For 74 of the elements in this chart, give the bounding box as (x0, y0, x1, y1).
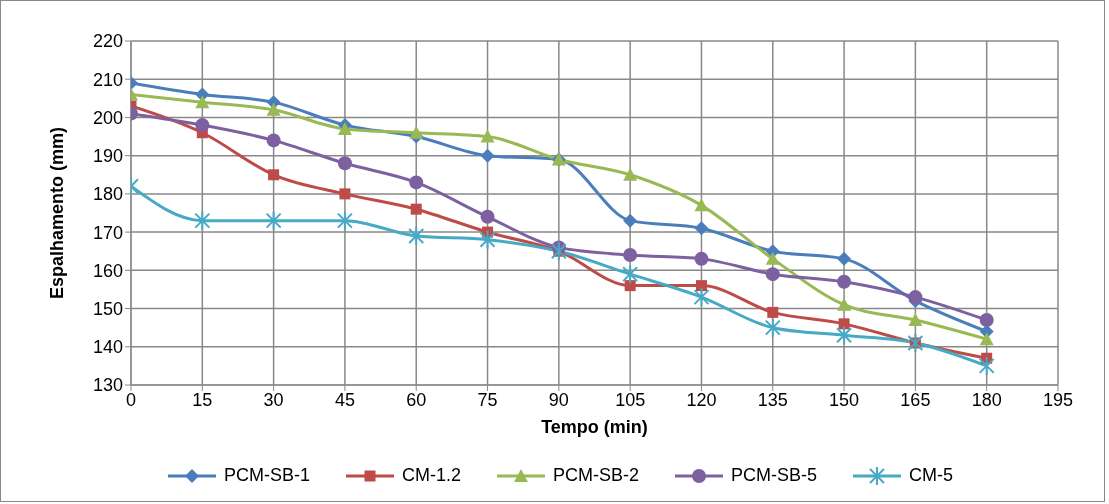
y-tick-label: 140 (92, 337, 123, 358)
y-tick-label: 160 (92, 260, 123, 281)
x-tick-label: 105 (615, 389, 646, 410)
y-tick-label: 190 (92, 146, 123, 167)
point (266, 102, 281, 116)
legend-label: PCM-SB-2 (553, 465, 640, 486)
point (694, 251, 709, 266)
point (194, 210, 211, 231)
point (480, 129, 495, 143)
point (979, 332, 994, 346)
point (765, 251, 780, 265)
point (550, 241, 567, 262)
point (837, 297, 852, 311)
point (408, 225, 425, 246)
x-tick-label: 150 (829, 389, 860, 410)
point (339, 188, 351, 200)
y-tick-label: 130 (92, 375, 123, 396)
x-tick-label: 30 (263, 389, 284, 410)
y-tick-label: 210 (92, 69, 123, 90)
point (337, 156, 352, 171)
point (409, 125, 424, 139)
point (694, 221, 709, 236)
point (624, 280, 636, 292)
point (693, 287, 710, 308)
point (908, 313, 923, 327)
point (622, 264, 639, 285)
point (268, 169, 280, 181)
legend-label: CM-5 (909, 465, 954, 486)
point (480, 148, 495, 163)
point (767, 306, 779, 318)
x-tick-label: 180 (971, 389, 1002, 410)
point (978, 355, 995, 376)
legend-label: PCM-SB-5 (731, 465, 818, 486)
y-tick-label: 200 (92, 107, 123, 128)
y-tick-label: 150 (92, 298, 123, 319)
y-tick-label: 170 (92, 222, 123, 243)
point (195, 118, 210, 133)
point (979, 313, 994, 328)
legend-label: CM-1.2 (401, 465, 461, 486)
point (765, 267, 780, 282)
point (479, 229, 496, 250)
x-tick-label: 90 (548, 389, 569, 410)
point (623, 213, 638, 228)
point (480, 209, 495, 224)
point (336, 210, 353, 231)
y-axis-title: Espalhamento (mm) (47, 126, 68, 300)
point (838, 318, 850, 330)
point (265, 210, 282, 231)
point (409, 175, 424, 190)
point (836, 325, 853, 346)
point (695, 280, 707, 292)
point (837, 274, 852, 289)
point (266, 133, 281, 148)
x-tick-label: 120 (686, 389, 717, 410)
legend-label: PCM-SB-1 (223, 465, 310, 486)
point (410, 203, 422, 215)
point (907, 332, 924, 353)
x-axis-title: Tempo (min) (541, 417, 648, 437)
x-tick-label: 135 (757, 389, 788, 410)
x-tick-label: 165 (900, 389, 931, 410)
point (623, 248, 638, 263)
y-tick-label: 180 (92, 184, 123, 205)
point (764, 317, 781, 338)
x-tick-label: 45 (334, 389, 355, 410)
point (694, 198, 709, 212)
x-tick-label: 195 (1042, 389, 1074, 410)
y-tick-label: 220 (92, 31, 123, 52)
x-tick-label: 60 (406, 389, 427, 410)
point (837, 251, 852, 266)
x-tick-label: 15 (192, 389, 213, 410)
point (623, 167, 638, 181)
x-tick-label: 75 (477, 389, 498, 410)
point (195, 95, 210, 109)
x-tick-label: 0 (125, 389, 137, 410)
